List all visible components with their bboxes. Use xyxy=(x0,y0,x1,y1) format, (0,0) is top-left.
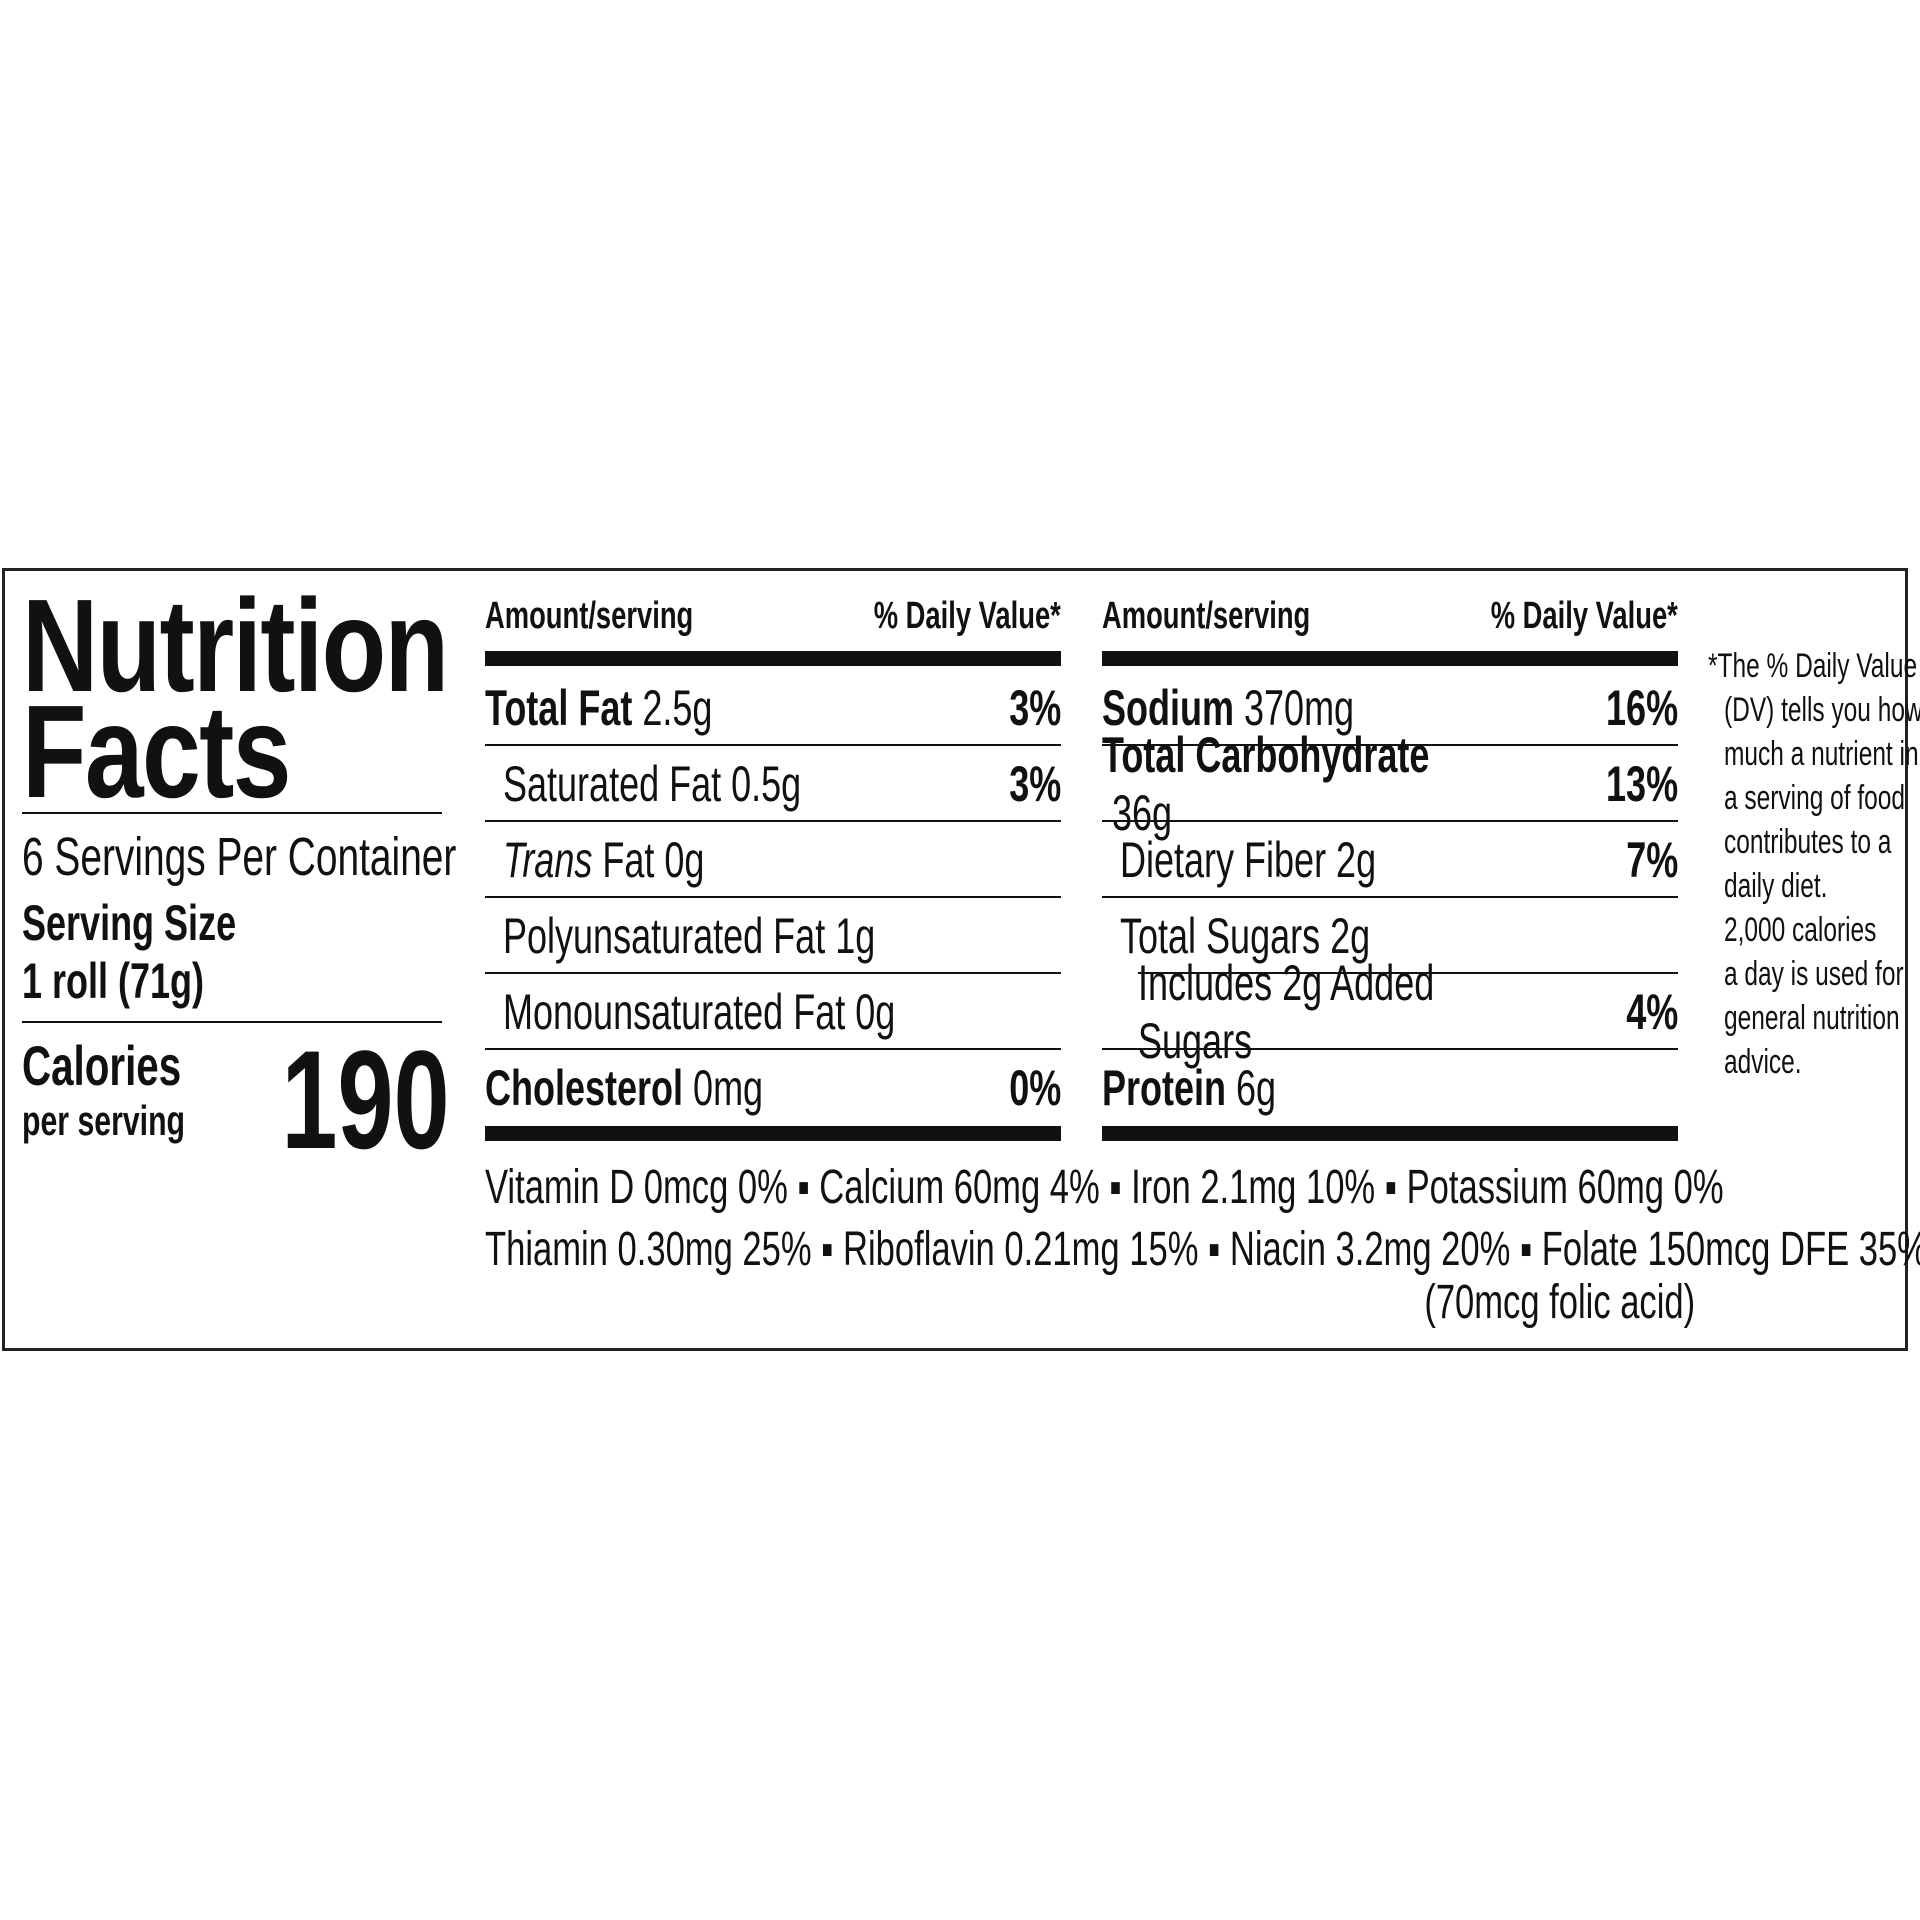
thick-bar xyxy=(485,1126,1061,1141)
nutrient-label: Total Carbohydrate 36g xyxy=(1102,726,1445,842)
serving-size-label: Serving Size xyxy=(22,895,237,951)
footnote-line: a day is used for xyxy=(1724,955,1904,993)
title-nutrition: Nutrition xyxy=(22,572,449,719)
nutrient-name: Saturated Fat xyxy=(503,756,722,812)
footnote-line: *The % Daily Value xyxy=(1708,647,1918,685)
nutrient-name: Protein xyxy=(1102,1060,1227,1116)
footnote-line: general nutrition xyxy=(1724,999,1900,1037)
nutrient-amount: 36g xyxy=(1102,785,1173,841)
footnote-line: a serving of food xyxy=(1724,779,1906,817)
divider xyxy=(22,812,442,814)
nutrient-row: Total Sugars 2g xyxy=(1102,898,1678,974)
row-divider xyxy=(485,744,1061,746)
nutrient-amount: 2g xyxy=(1326,832,1377,888)
calories-per-serving: per serving xyxy=(22,1097,186,1144)
nutrient-name: Monounsaturated Fat xyxy=(503,984,846,1040)
nutrient-name: Total Sugars xyxy=(1120,908,1321,964)
nutrient-label: Total Fat 2.5g xyxy=(485,679,712,737)
title-facts: Facts xyxy=(22,678,291,825)
nutrient-label: Monounsaturated Fat 0g xyxy=(503,983,895,1041)
row-divider xyxy=(485,820,1061,822)
divider xyxy=(22,1021,442,1023)
row-divider xyxy=(1138,972,1678,974)
vitamins-line-3: (70mcg folic acid) xyxy=(1424,1276,1695,1329)
daily-value-percent: 7% xyxy=(1625,832,1678,888)
row-divider xyxy=(1102,744,1678,746)
nutrient-label: Includes 2g Added Sugars xyxy=(1138,954,1475,1070)
servings-per-container: 6 Servings Per Container xyxy=(22,827,457,887)
nutrient-row: Total Carbohydrate 36g 13% xyxy=(1102,727,1678,841)
nutrient-row: Saturated Fat 0.5g 3% xyxy=(485,746,1061,822)
nutrient-name: Trans xyxy=(503,832,593,888)
nutrient-label: Cholesterol 0mg xyxy=(485,1059,763,1117)
nutrient-amount: 370mg xyxy=(1233,680,1355,736)
row-divider xyxy=(485,972,1061,974)
calories-label: Calories xyxy=(22,1034,182,1097)
nutrient-label: Protein 6g xyxy=(1102,1059,1276,1117)
nutrient-amount: Fat 0g xyxy=(592,832,705,888)
footnote-line: daily diet. xyxy=(1724,867,1828,905)
footnote-line: 2,000 calories xyxy=(1724,911,1877,949)
nutrient-amount: 2g xyxy=(1320,908,1371,964)
nutrient-row: Protein 6g xyxy=(1102,1050,1678,1126)
thick-bar xyxy=(485,651,1061,666)
nutrient-row: Polyunsaturated Fat 1g xyxy=(485,898,1061,974)
daily-value-percent: 16% xyxy=(1605,680,1678,736)
column-header: Amount/serving % Daily Value* xyxy=(1102,595,1678,638)
nutrient-row: Includes 2g Added Sugars 4% xyxy=(1102,955,1678,1069)
nutrient-amount: 0.5g xyxy=(721,756,802,812)
daily-value-percent: 3% xyxy=(1008,680,1061,736)
nutrition-facts-panel xyxy=(2,568,1908,1351)
footnote-line: contributes to a xyxy=(1724,823,1892,861)
row-divider xyxy=(1102,820,1678,822)
nutrient-label: Dietary Fiber 2g xyxy=(1120,831,1376,889)
nutrient-amount: 0g xyxy=(845,984,896,1040)
nutrient-label: Saturated Fat 0.5g xyxy=(503,755,801,813)
nutrient-name: Polyunsaturated Fat xyxy=(503,908,826,964)
thick-bar xyxy=(1102,1126,1678,1141)
calories-value: 190 xyxy=(281,1021,450,1178)
footnote-line: (DV) tells you how xyxy=(1724,691,1920,729)
nutrient-amount: 2.5g xyxy=(632,680,713,736)
daily-value-header: % Daily Value* xyxy=(1490,595,1678,637)
daily-value-percent: 13% xyxy=(1605,756,1678,812)
row-divider xyxy=(1102,896,1678,898)
daily-value-percent: 0% xyxy=(1008,1060,1061,1116)
nutrient-amount: 0mg xyxy=(683,1060,764,1116)
nutrient-row: Trans Fat 0g xyxy=(485,822,1061,898)
serving-size-value: 1 roll (71g) xyxy=(22,953,205,1009)
nutrient-row: Cholesterol 0mg 0% xyxy=(485,1050,1061,1126)
nutrient-name: Sodium xyxy=(1102,680,1234,736)
amount-serving-header: Amount/serving xyxy=(485,595,694,637)
column-header: Amount/serving % Daily Value* xyxy=(485,595,1061,638)
row-divider xyxy=(485,896,1061,898)
footnote-line: advice. xyxy=(1724,1043,1802,1081)
nutrient-row: Total Fat 2.5g 3% xyxy=(485,670,1061,746)
nutrient-amount: 6g xyxy=(1226,1060,1277,1116)
nutrient-row: Monounsaturated Fat 0g xyxy=(485,974,1061,1050)
nutrient-label: Total Sugars 2g xyxy=(1120,907,1370,965)
nutrient-name: Total Carbohydrate xyxy=(1102,727,1430,783)
thick-bar xyxy=(1102,651,1678,666)
nutrient-name: Dietary Fiber xyxy=(1120,832,1327,888)
footnote-line: much a nutrient in xyxy=(1724,735,1919,773)
nutrient-name: Total Fat xyxy=(485,680,633,736)
daily-value-percent: 3% xyxy=(1008,756,1061,812)
nutrient-label: Trans Fat 0g xyxy=(503,831,704,889)
amount-serving-header: Amount/serving xyxy=(1102,595,1311,637)
nutrient-amount: 1g xyxy=(825,908,876,964)
daily-value-footnote: *The % Daily Value (DV) tells you how much… xyxy=(1708,644,1920,1084)
nutrient-row: Dietary Fiber 2g 7% xyxy=(1102,822,1678,898)
vitamins-line-1: Vitamin D 0mcg 0% ▪ Calcium 60mg 4% ▪ Ir… xyxy=(485,1161,1724,1214)
vitamins-line-2: Thiamin 0.30mg 25% ▪ Riboflavin 0.21mg 1… xyxy=(485,1223,1920,1276)
daily-value-percent: 4% xyxy=(1625,984,1678,1040)
daily-value-header: % Daily Value* xyxy=(873,595,1061,637)
nutrient-row: Sodium 370mg 16% xyxy=(1102,670,1678,746)
row-divider xyxy=(1102,1048,1678,1050)
nutrient-label: Sodium 370mg xyxy=(1102,679,1354,737)
nutrient-name: Includes 2g Added Sugars xyxy=(1138,955,1435,1069)
row-divider xyxy=(485,1048,1061,1050)
nutrient-name: Cholesterol xyxy=(485,1060,684,1116)
nutrient-label: Polyunsaturated Fat 1g xyxy=(503,907,875,965)
